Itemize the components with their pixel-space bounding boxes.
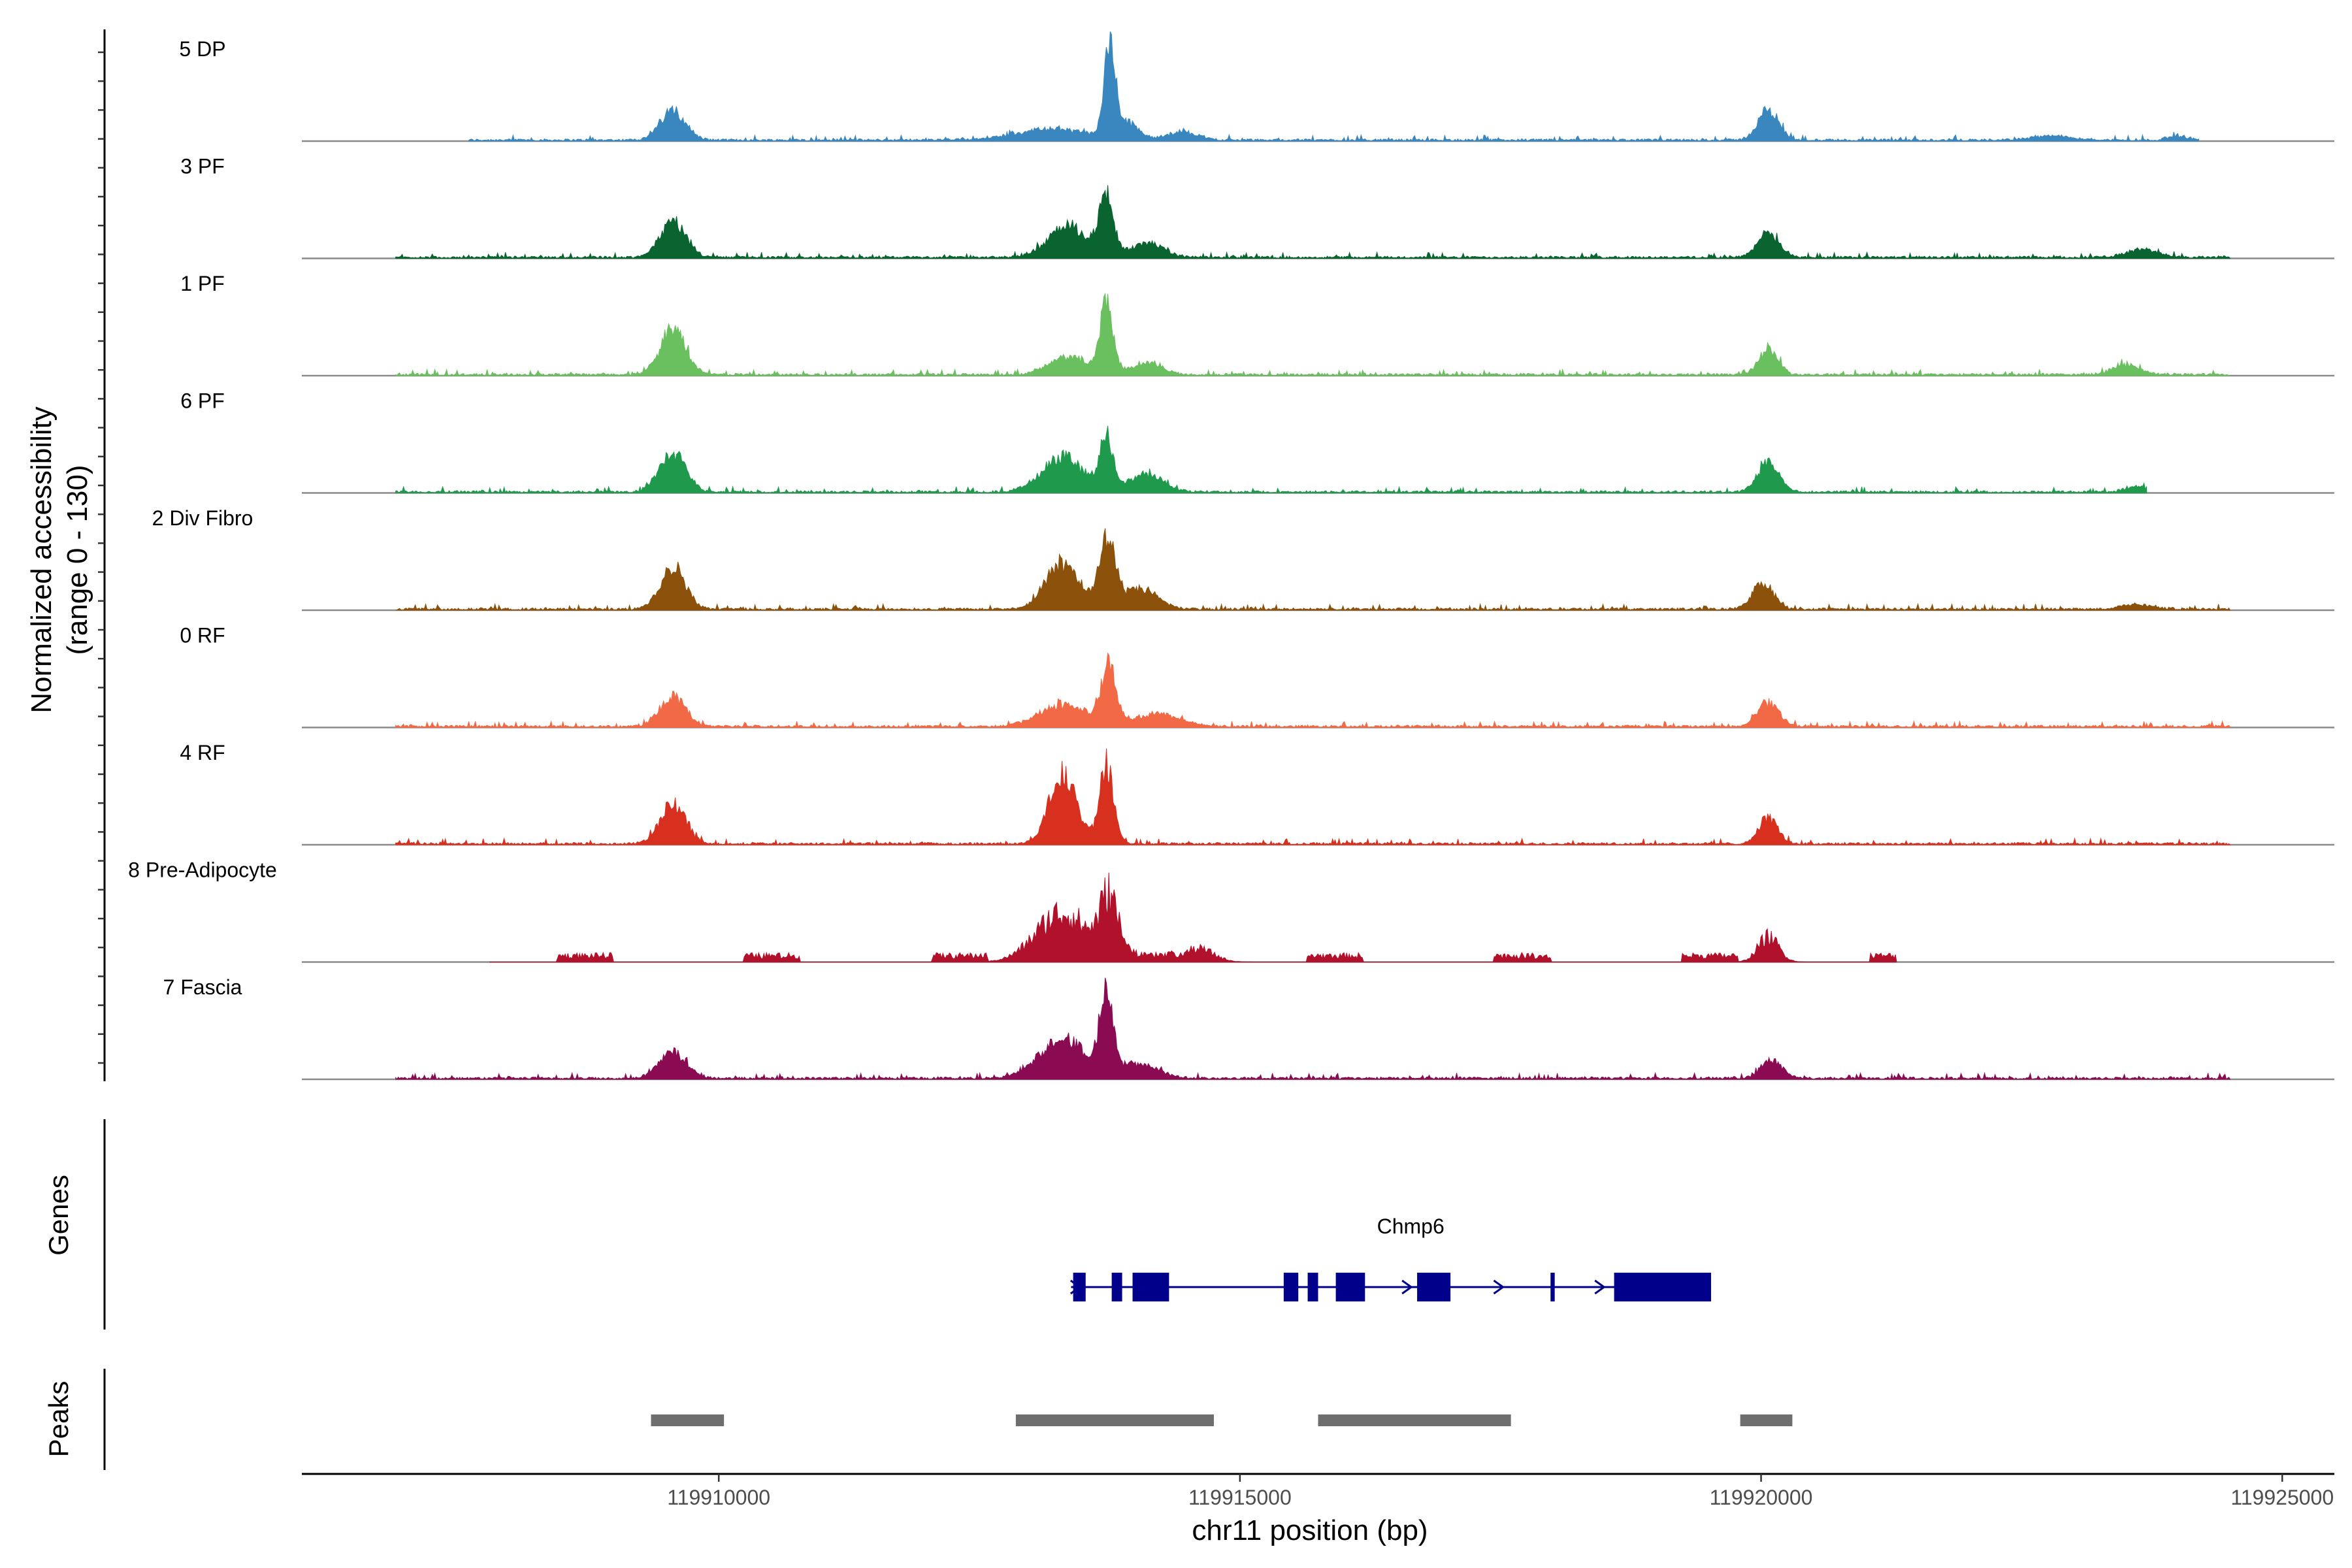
coverage-area	[395, 528, 2231, 611]
peak-region	[1015, 1414, 1214, 1426]
gene-exon	[1417, 1273, 1451, 1301]
peak-region	[651, 1414, 725, 1426]
track-label: 5 DP	[179, 37, 225, 61]
coverage-area	[395, 185, 2231, 259]
gene-exon	[1283, 1273, 1299, 1301]
coverage-area	[395, 425, 2148, 495]
x-axis-title: chr11 position (bp)	[1192, 1514, 1428, 1546]
axes-layer	[98, 29, 106, 1470]
strand-arrow	[1594, 1279, 1606, 1295]
coverage-area	[395, 748, 2231, 846]
strand-arrow	[1493, 1279, 1505, 1295]
peaks-layer	[651, 1414, 1793, 1426]
track-label: 8 Pre-Adipocyte	[128, 858, 277, 882]
x-tick-label: 119925000	[2230, 1486, 2334, 1509]
x-tick-label: 119920000	[1710, 1486, 1813, 1509]
coverage-area	[489, 872, 1897, 962]
x-tick-label: 119915000	[1188, 1486, 1292, 1509]
gene-exon	[1132, 1273, 1169, 1301]
coverage-tracks-layer: 5 DP 3 PF 1 PF 6 PF 2 Div Fibro 0 RF 4 RF 8 Pre…	[128, 31, 2334, 1081]
gene-exon	[1550, 1273, 1555, 1301]
x-axis-layer: 119910000 119915000 119920000 119925000	[302, 1473, 2334, 1509]
coverage-area	[395, 652, 2231, 728]
track-label: 0 RF	[180, 624, 225, 647]
x-tick-label: 119910000	[667, 1486, 770, 1509]
track-label: 4 RF	[180, 741, 225, 764]
coverage-area	[395, 292, 2230, 377]
peak-region	[1740, 1414, 1793, 1426]
gene-exon	[1307, 1273, 1318, 1301]
track-label: 3 PF	[180, 155, 225, 178]
peaks-panel-title: Peaks	[43, 1381, 74, 1458]
gene-exon	[1111, 1273, 1122, 1301]
gene-name-label: Chmp6	[1377, 1215, 1445, 1238]
track-label: 1 PF	[180, 272, 225, 295]
gene-annotation-layer: Chmp6	[1070, 1215, 1711, 1301]
gene-exon	[1073, 1273, 1086, 1301]
coverage-area	[468, 31, 2200, 142]
track-label: 2 Div Fibro	[152, 506, 253, 530]
gene-exon	[1335, 1273, 1365, 1301]
coverage-area	[395, 977, 2231, 1081]
track-label: 6 PF	[180, 389, 225, 413]
y-axis-title: Normalized accessibility	[25, 406, 57, 713]
gene-exon	[1614, 1273, 1711, 1301]
genes-panel-title: Genes	[43, 1175, 74, 1256]
peak-region	[1318, 1414, 1511, 1426]
strand-arrow	[1401, 1279, 1413, 1295]
track-label: 7 Fascia	[163, 975, 242, 999]
y-axis-range: (range 0 - 130)	[61, 465, 93, 655]
